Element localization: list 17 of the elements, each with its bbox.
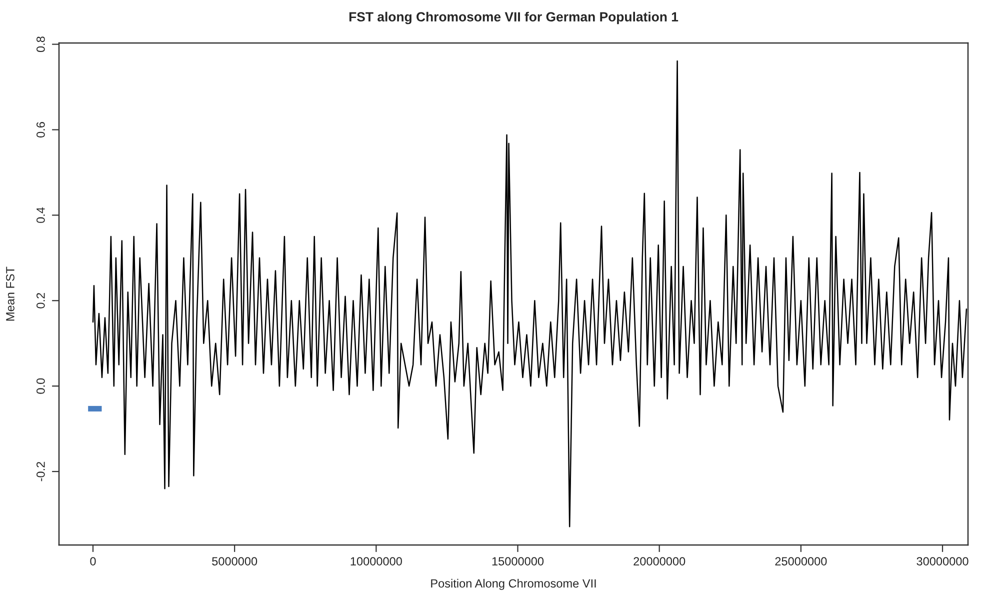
y-tick-label: 0.4 <box>36 207 45 223</box>
x-axis-title: Position Along Chromosome VII <box>431 578 596 590</box>
y-tick-label: 0.8 <box>36 36 45 52</box>
y-tick-label: 0.2 <box>36 293 45 308</box>
x-tick-label: 30000000 <box>916 557 968 566</box>
y-tick-label: 0.0 <box>36 378 45 394</box>
x-tick-label: 0 <box>90 557 96 566</box>
x-tick-label: 5000000 <box>212 557 258 566</box>
x-tick-label: 20000000 <box>634 557 686 566</box>
y-axis-title: Mean FST <box>6 266 14 321</box>
x-tick-label: 15000000 <box>492 557 544 566</box>
y-tick-label: 0.6 <box>36 122 45 138</box>
y-tick-label: -0.2 <box>36 462 45 482</box>
x-tick-label: 10000000 <box>350 557 402 566</box>
chart-title: FST along Chromosome VII for German Population 1 <box>349 12 678 24</box>
line-series <box>92 60 968 528</box>
x-tick-label: 25000000 <box>775 557 827 566</box>
